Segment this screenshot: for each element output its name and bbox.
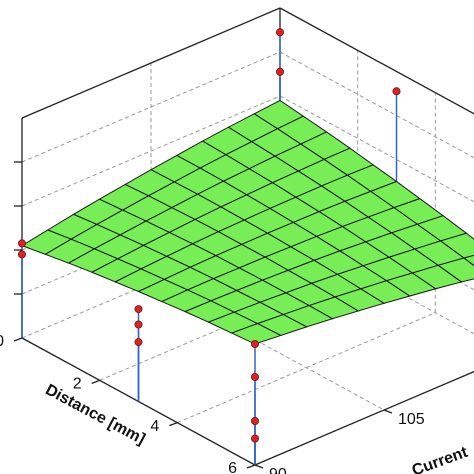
y-tick-label: 105 — [398, 411, 425, 428]
data-point — [392, 87, 401, 96]
data-point — [275, 67, 284, 76]
y-tick — [254, 464, 264, 469]
x-tick — [13, 337, 23, 342]
grid-line — [279, 51, 474, 159]
surface — [20, 99, 474, 345]
x-tick — [246, 464, 256, 469]
x-tick-label: 4 — [150, 418, 159, 435]
data-point — [250, 372, 259, 381]
y-axis-title: Current — [410, 444, 471, 474]
box-edge — [21, 7, 281, 119]
grid-line — [21, 51, 281, 163]
box-edge — [279, 7, 474, 115]
data-point — [134, 320, 143, 329]
y-tick — [383, 409, 393, 414]
x-tick-label: 2 — [73, 376, 82, 393]
x-tick-label: 6 — [228, 460, 237, 474]
data-point — [250, 416, 259, 425]
front-layer — [17, 239, 259, 465]
grid-line — [279, 95, 474, 203]
x-tick — [169, 422, 178, 427]
data-point — [275, 28, 284, 37]
y-tick-label: 90 — [269, 466, 287, 474]
data-point — [17, 239, 26, 248]
data-point — [250, 434, 259, 443]
surface-cell — [462, 254, 474, 267]
data-point — [17, 250, 26, 259]
x-tick-label: 0 — [0, 333, 4, 350]
data-point — [250, 339, 259, 348]
surface-cell — [230, 323, 283, 345]
grid-line — [21, 95, 281, 207]
x-tick — [91, 379, 100, 384]
data-point — [134, 338, 143, 347]
data-point — [134, 305, 143, 314]
